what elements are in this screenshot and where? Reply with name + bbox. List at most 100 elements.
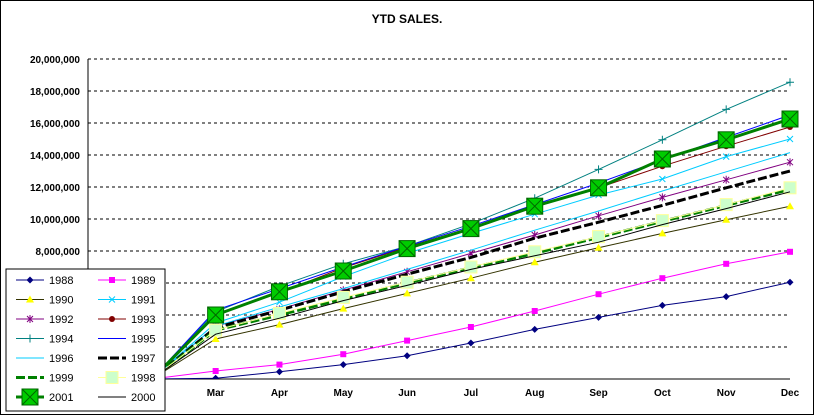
legend-label: 1991 <box>131 295 155 307</box>
data-point <box>590 179 607 197</box>
data-point <box>526 197 544 215</box>
series-line <box>88 126 791 379</box>
legend-label: 1999 <box>49 373 73 385</box>
data-point <box>594 165 603 174</box>
y-tick-label: 14,000,000 <box>30 151 80 162</box>
series-1992 <box>88 158 794 379</box>
data-point <box>658 135 667 144</box>
data-point <box>594 243 603 251</box>
data-point <box>207 306 224 324</box>
legend-item: 1999 <box>16 373 73 385</box>
data-point <box>781 110 799 128</box>
data-point <box>340 351 347 358</box>
legend-label: 2001 <box>49 392 73 404</box>
y-tick-label: 16,000,000 <box>30 119 80 130</box>
data-point <box>339 361 347 369</box>
legend-label: 1992 <box>49 314 73 326</box>
legend-label: 1994 <box>49 334 73 346</box>
x-tick-label: Dec <box>781 388 800 399</box>
legend-label: 1997 <box>131 353 155 365</box>
data-point <box>211 335 220 342</box>
series-1997 <box>88 169 791 379</box>
data-point <box>467 324 474 330</box>
data-point <box>334 262 352 280</box>
data-point <box>658 229 667 237</box>
data-point <box>336 290 350 304</box>
data-point <box>466 274 475 282</box>
data-point <box>783 181 797 195</box>
legend-item: 1996 <box>16 353 73 365</box>
legend-item: 1998 <box>98 371 155 385</box>
series-1993 <box>88 124 793 379</box>
plot-area <box>88 78 799 379</box>
data-point <box>722 293 730 301</box>
data-point <box>467 339 475 347</box>
data-point <box>722 215 731 223</box>
legend-label: 1989 <box>131 275 155 287</box>
legend-item: 2001 <box>16 388 73 406</box>
series-line <box>88 169 791 379</box>
y-tick-label: 12,000,000 <box>30 183 80 194</box>
data-point <box>271 283 288 301</box>
data-point <box>659 175 666 183</box>
series-line <box>88 251 791 379</box>
data-point <box>109 316 115 322</box>
legend-item: 1990 <box>16 295 73 307</box>
data-point <box>531 308 538 314</box>
data-point <box>398 240 416 257</box>
data-point <box>659 275 666 282</box>
chart-title: YTD SALES. <box>371 12 443 26</box>
legend-label: 2000 <box>131 392 155 404</box>
series-2001 <box>88 110 799 379</box>
legend-item: 1988 <box>16 275 73 287</box>
series-line <box>88 117 791 379</box>
data-point <box>531 231 539 239</box>
data-point <box>659 193 666 202</box>
legend-label: 1988 <box>49 275 73 287</box>
x-tick-label: Nov <box>717 388 736 399</box>
data-point <box>717 131 735 149</box>
data-point <box>403 352 411 360</box>
series-line <box>88 81 791 379</box>
legend-box <box>5 268 166 412</box>
x-tick-label: Jun <box>398 388 416 399</box>
data-point <box>26 334 34 343</box>
legend-label: 1996 <box>49 353 73 365</box>
data-point <box>272 306 286 320</box>
data-point <box>530 258 539 266</box>
data-point <box>26 315 34 323</box>
x-tick-label: Mar <box>207 388 225 399</box>
data-point <box>400 275 414 289</box>
series-1999 <box>88 187 791 379</box>
data-point <box>595 313 603 321</box>
series-line <box>88 205 791 379</box>
data-point <box>786 202 794 210</box>
data-point <box>595 211 602 220</box>
legend-item: 2000 <box>98 392 155 404</box>
data-point <box>21 388 39 406</box>
data-point <box>404 337 411 344</box>
data-point <box>786 158 794 167</box>
legend-label: 1995 <box>131 334 155 346</box>
data-point <box>403 289 412 297</box>
series-1989 <box>88 248 793 379</box>
x-tick-label: Aug <box>525 388 544 399</box>
data-point <box>105 371 119 384</box>
x-tick-label: Apr <box>271 388 288 399</box>
data-point <box>531 325 539 333</box>
data-point <box>723 260 730 267</box>
series-1990 <box>88 202 794 379</box>
data-point <box>212 368 219 374</box>
x-tick-label: May <box>334 388 354 399</box>
data-point <box>658 301 666 309</box>
data-point <box>786 135 794 143</box>
series-line <box>88 187 791 379</box>
legend-label: 1993 <box>131 314 155 326</box>
data-point <box>276 361 283 368</box>
data-point <box>109 277 115 283</box>
legend-item: 1997 <box>98 353 155 365</box>
data-point <box>722 105 731 114</box>
y-tick-label: 8,000,000 <box>36 247 81 258</box>
data-point <box>462 220 480 237</box>
legend-item: 1993 <box>98 314 155 326</box>
